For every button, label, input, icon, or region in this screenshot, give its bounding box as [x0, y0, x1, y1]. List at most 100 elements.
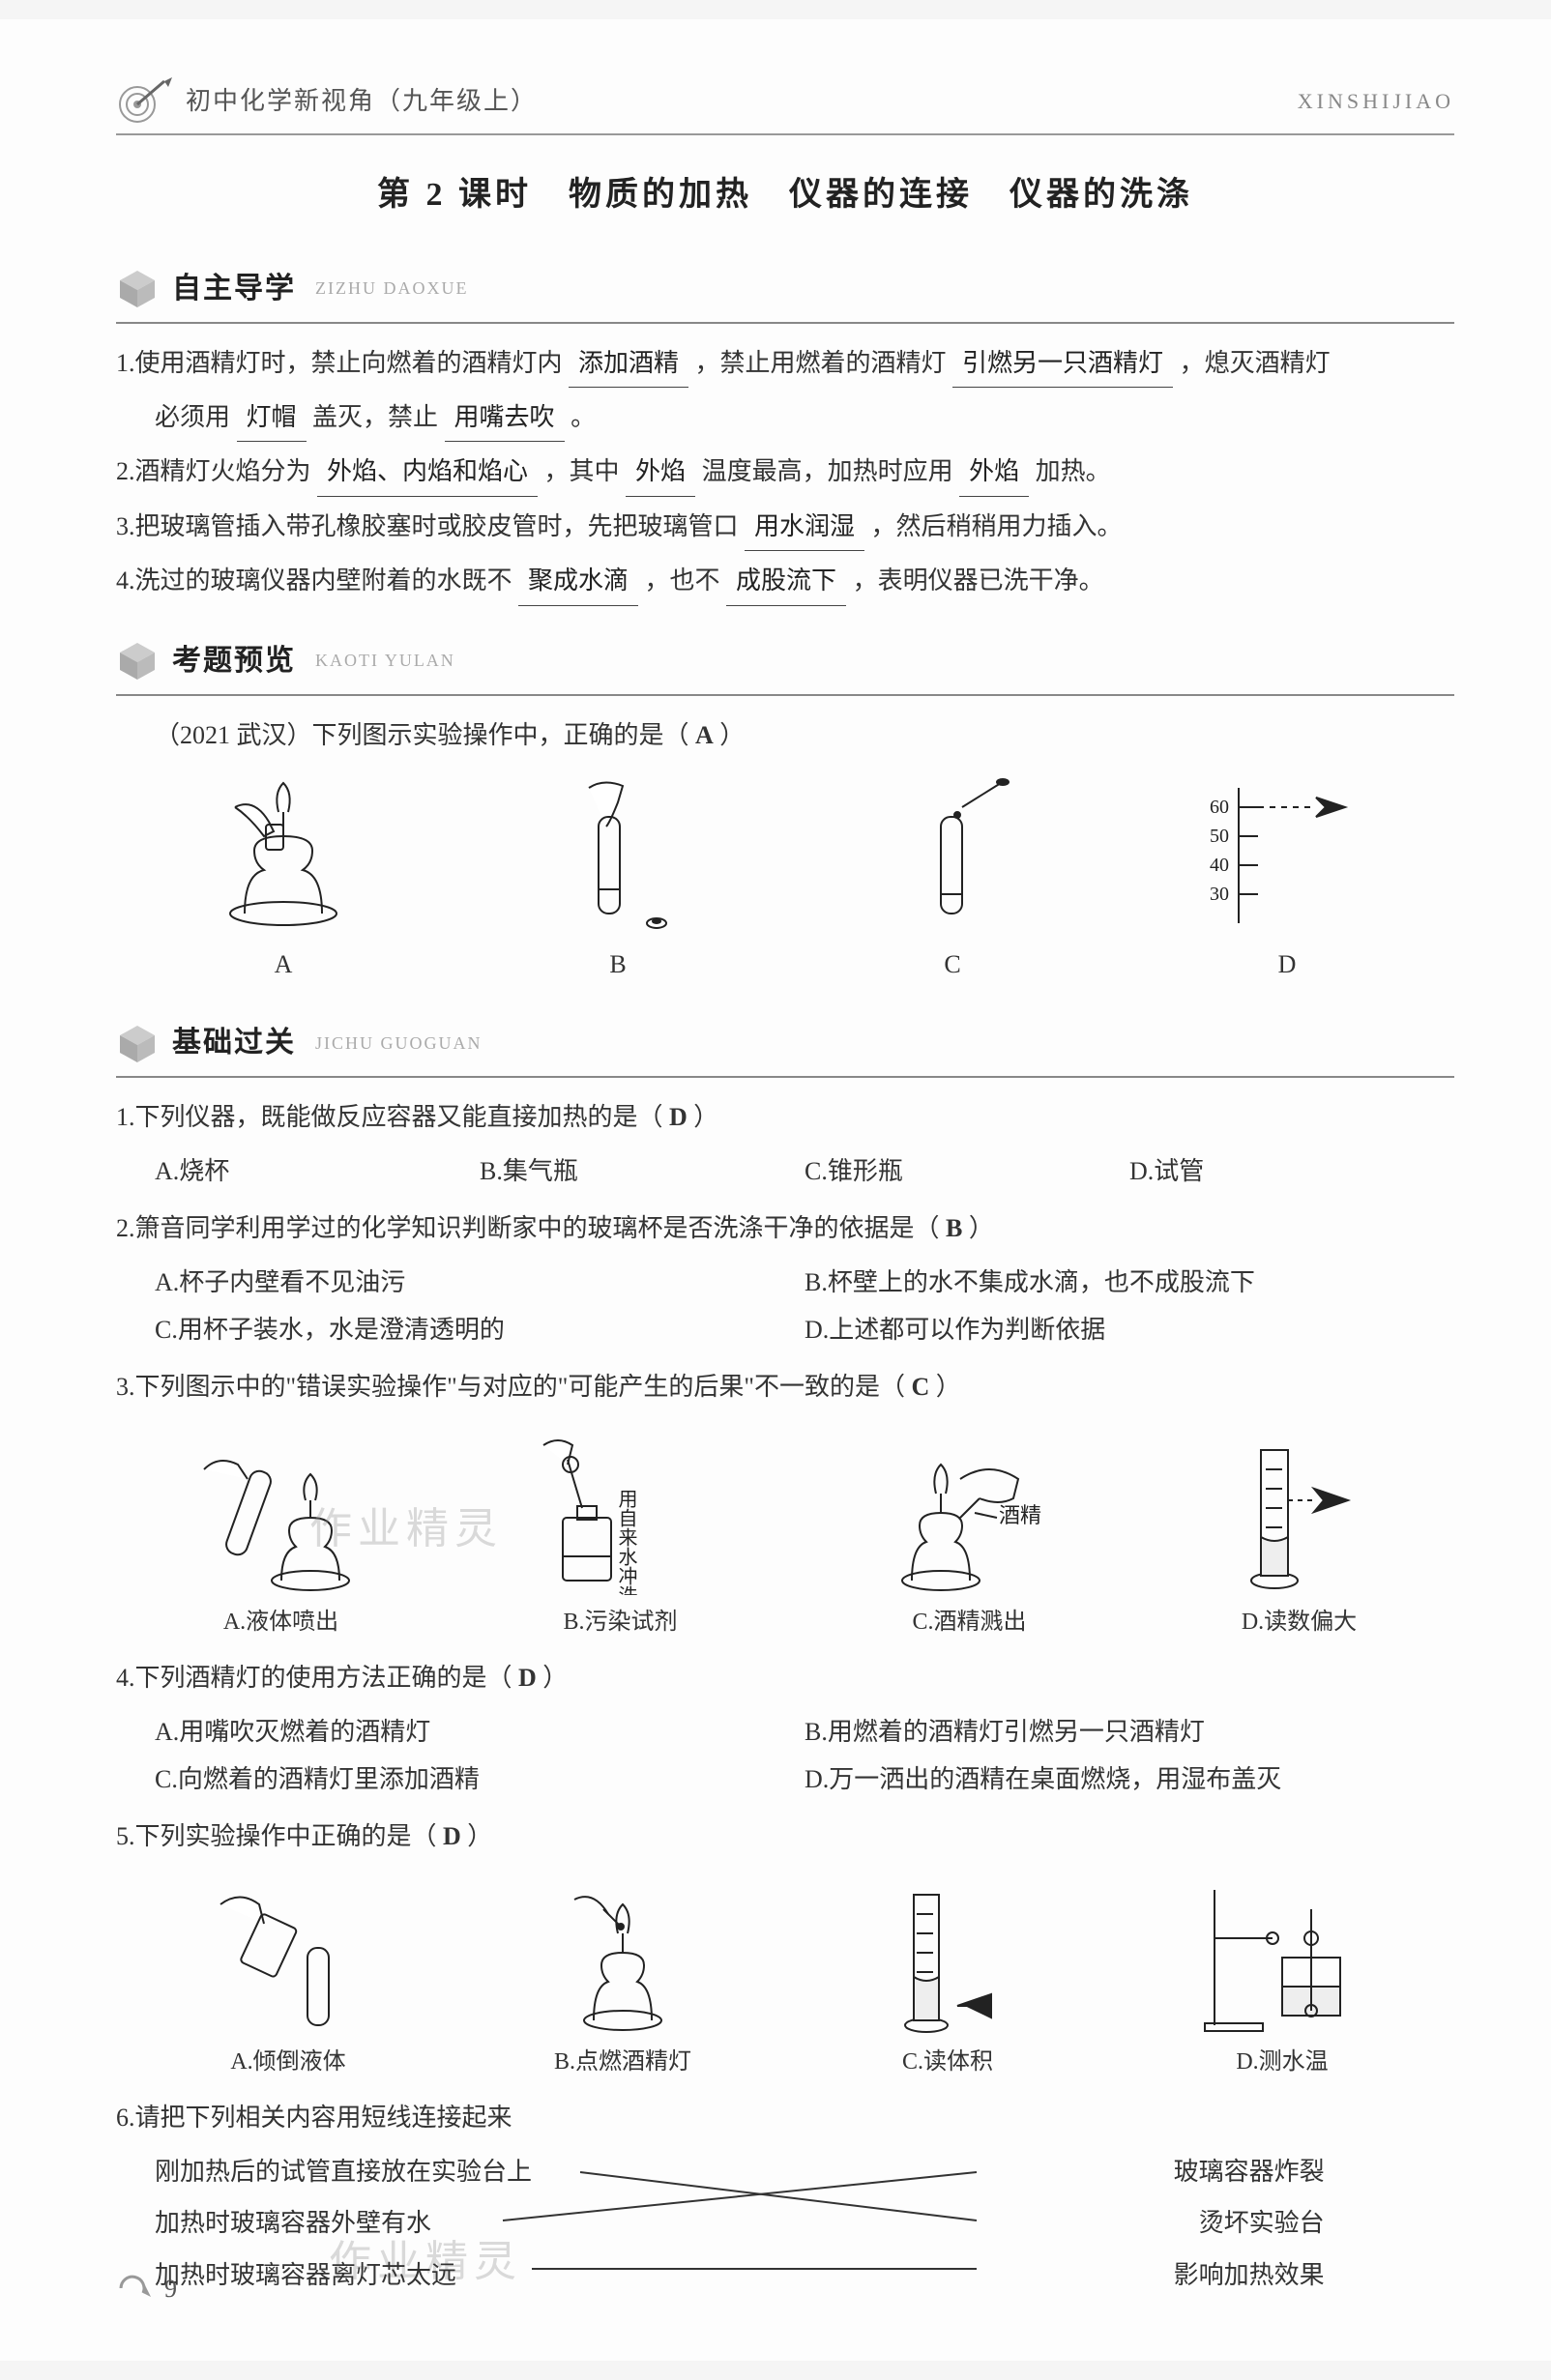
kaoti-fig-b: B	[531, 778, 705, 988]
match-right: 玻璃容器炸裂	[1174, 2148, 1325, 2195]
opt-b: B.用燃着的酒精灯引燃另一只酒精灯	[805, 1708, 1454, 1756]
book-title: 初中化学新视角（九年级上）	[186, 77, 538, 125]
svg-text:50: 50	[1210, 826, 1229, 847]
answer: D	[669, 1103, 688, 1131]
jichu-q1-stem: 1.下列仪器，既能做反应容器又能直接加热的是（ D ）	[116, 1093, 1454, 1141]
page-container: 作业精灵 作业精灵 初中化学新视角（九年级上） XINSHIJIAO 第 2 课…	[0, 19, 1551, 2361]
blank: 外焰	[626, 448, 695, 496]
header-left: 初中化学新视角（九年级上）	[116, 77, 538, 126]
fig-caption: A.倾倒液体	[191, 2041, 385, 2085]
zizhu-q1-line1: 1.使用酒精灯时，禁止向燃着的酒精灯内 添加酒精 ，禁止用燃着的酒精灯 引燃另一…	[116, 339, 1454, 388]
opt-d: D.试管	[1129, 1147, 1454, 1195]
jichu-q4-stem: 4.下列酒精灯的使用方法正确的是（ D ）	[116, 1654, 1454, 1701]
opt-d: D.上述都可以作为判断依据	[805, 1306, 1454, 1353]
match-left: 刚加热后的试管直接放在实验台上	[155, 2148, 532, 2195]
q5-fig-c: C.读体积	[861, 1880, 1035, 2085]
target-dart-icon	[116, 77, 174, 126]
answer: C	[911, 1373, 929, 1401]
kaoti-fig-a: A	[196, 778, 370, 988]
page-number: 9	[116, 2265, 177, 2312]
text: 3.把玻璃管插入带孔橡胶塞时或胶皮管时，先把玻璃管口	[116, 512, 739, 540]
cube-icon	[116, 267, 159, 309]
opt-b: B.杯壁上的水不集成水滴，也不成股流下	[805, 1259, 1454, 1306]
q5-fig-a: A.倾倒液体	[191, 1880, 385, 2085]
cube-icon	[116, 1022, 159, 1064]
opt-d: D.万一洒出的酒精在桌面燃烧，用湿布盖灭	[805, 1756, 1454, 1803]
jichu-q3-stem: 3.下列图示中的"错误实验操作"与对应的"可能产生的后果"不一致的是（ C ）	[116, 1363, 1454, 1410]
blank: 外焰、内焰和焰心	[317, 448, 538, 496]
opt-c: C.锥形瓶	[805, 1147, 1129, 1195]
answer: A	[695, 721, 714, 749]
blank: 聚成水滴	[518, 557, 638, 605]
blank: 添加酒精	[569, 339, 688, 388]
jichu-q4-opts: A.用嘴吹灭燃着的酒精灯 B.用燃着的酒精灯引燃另一只酒精灯 C.向燃着的酒精灯…	[155, 1708, 1454, 1804]
opt-c: C.向燃着的酒精灯里添加酒精	[155, 1756, 805, 1803]
opt-a: A.用嘴吹灭燃着的酒精灯	[155, 1708, 805, 1756]
jichu-q1-opts: A.烧杯 B.集气瓶 C.锥形瓶 D.试管	[155, 1147, 1454, 1195]
text: 1.使用酒精灯时，禁止向燃着的酒精灯内	[116, 349, 563, 377]
fig-label: D	[1200, 941, 1374, 988]
jichu-q3-figs: A.液体喷出 用自来水冲洗过的滴管 B.污染试剂 酒精	[116, 1431, 1454, 1645]
section-header-zizhu: 自主导学 ZIZHU DAOXUE	[116, 261, 1454, 324]
text: ，也不	[645, 566, 720, 595]
fig-caption: C.读体积	[861, 2041, 1035, 2085]
answer: D	[443, 1822, 461, 1850]
blank: 成股流下	[726, 557, 846, 605]
section-pinyin-jichu: JICHU GUOGUAN	[315, 1027, 483, 1059]
section-pinyin-kaoti: KAOTI YULAN	[315, 644, 455, 677]
text: 1.下列仪器，既能做反应容器又能直接加热的是（	[116, 1103, 663, 1131]
match-row-2: 加热时玻璃容器外壁有水 烫坏实验台	[155, 2199, 1325, 2247]
fig-label: C	[865, 941, 1039, 988]
fig-caption: D.测水温	[1185, 2041, 1379, 2085]
section-title-jichu: 基础过关	[172, 1015, 296, 1070]
blank: 引燃另一只酒精灯	[952, 339, 1173, 388]
blank: 灯帽	[237, 393, 307, 442]
q5-fig-b: B.点燃酒精灯	[536, 1880, 710, 2085]
text: ）	[467, 1822, 492, 1850]
section-header-jichu: 基础过关 JICHU GUOGUAN	[116, 1015, 1454, 1078]
text: ）	[719, 721, 745, 749]
svg-text:60: 60	[1210, 797, 1229, 818]
zizhu-q2: 2.酒精灯火焰分为 外焰、内焰和焰心 ，其中 外焰 温度最高，加热时应用 外焰 …	[116, 448, 1454, 496]
jichu-q6-stem: 6.请把下列相关内容用短线连接起来	[116, 2094, 1454, 2141]
text: 5.下列实验操作中正确的是（	[116, 1822, 437, 1850]
text: 必须用	[155, 403, 230, 431]
section-title-kaoti: 考题预览	[172, 633, 296, 688]
text: ，禁止用燃着的酒精灯	[695, 349, 947, 377]
text: ）	[969, 1214, 994, 1242]
text: ，熄灭酒精灯	[1180, 349, 1331, 377]
text: ）	[936, 1373, 961, 1401]
text: 。	[571, 403, 596, 431]
match-left: 加热时玻璃容器离灯芯太远	[155, 2251, 456, 2299]
match-right: 烫坏实验台	[1199, 2199, 1325, 2247]
match-row-3: 加热时玻璃容器离灯芯太远 影响加热效果	[155, 2251, 1325, 2299]
page-corner-icon	[116, 2274, 155, 2303]
q3-fig-d: D.读数偏大	[1213, 1431, 1387, 1645]
blank: 外焰	[959, 448, 1029, 496]
section-pinyin-zizhu: ZIZHU DAOXUE	[315, 272, 468, 305]
opt-a: A.杯子内壁看不见油污	[155, 1259, 805, 1306]
text: （2021 武汉）下列图示实验操作中，正确的是（	[155, 721, 689, 749]
opt-a: A.烧杯	[155, 1147, 480, 1195]
section-header-kaoti: 考题预览 KAOTI YULAN	[116, 633, 1454, 696]
page-header: 初中化学新视角（九年级上） XINSHIJIAO	[116, 77, 1454, 135]
text: 2.箫音同学利用学过的化学知识判断家中的玻璃杯是否洗涤干净的依据是（	[116, 1214, 940, 1242]
kaoti-fig-c: C	[865, 778, 1039, 988]
match-row-1: 刚加热后的试管直接放在实验台上 玻璃容器炸裂	[155, 2148, 1325, 2195]
page-number-value: 9	[164, 2265, 177, 2312]
match-right: 影响加热效果	[1174, 2251, 1325, 2299]
q3-fig-c: 酒精 C.酒精溅出	[863, 1431, 1076, 1645]
answer: D	[518, 1664, 537, 1692]
q3-fig-b: 用自来水冲洗过的滴管 B.污染试剂	[514, 1431, 727, 1645]
fig-label: A	[196, 941, 370, 988]
fig-label: B	[531, 941, 705, 988]
fig-caption: B.污染试剂	[514, 1601, 727, 1645]
text: 盖灭，禁止	[312, 403, 438, 431]
text: 3.下列图示中的"错误实验操作"与对应的"可能产生的后果"不一致的是（	[116, 1373, 905, 1401]
jichu-q5-stem: 5.下列实验操作中正确的是（ D ）	[116, 1813, 1454, 1860]
fig-caption: D.读数偏大	[1213, 1601, 1387, 1645]
section-title-zizhu: 自主导学	[172, 261, 296, 316]
jichu-q2-opts: A.杯子内壁看不见油污 B.杯壁上的水不集成水滴，也不成股流下 C.用杯子装水，…	[155, 1259, 1454, 1354]
text: 4.下列酒精灯的使用方法正确的是（	[116, 1664, 512, 1692]
text: 4.洗过的玻璃仪器内壁附着的水既不	[116, 566, 512, 595]
